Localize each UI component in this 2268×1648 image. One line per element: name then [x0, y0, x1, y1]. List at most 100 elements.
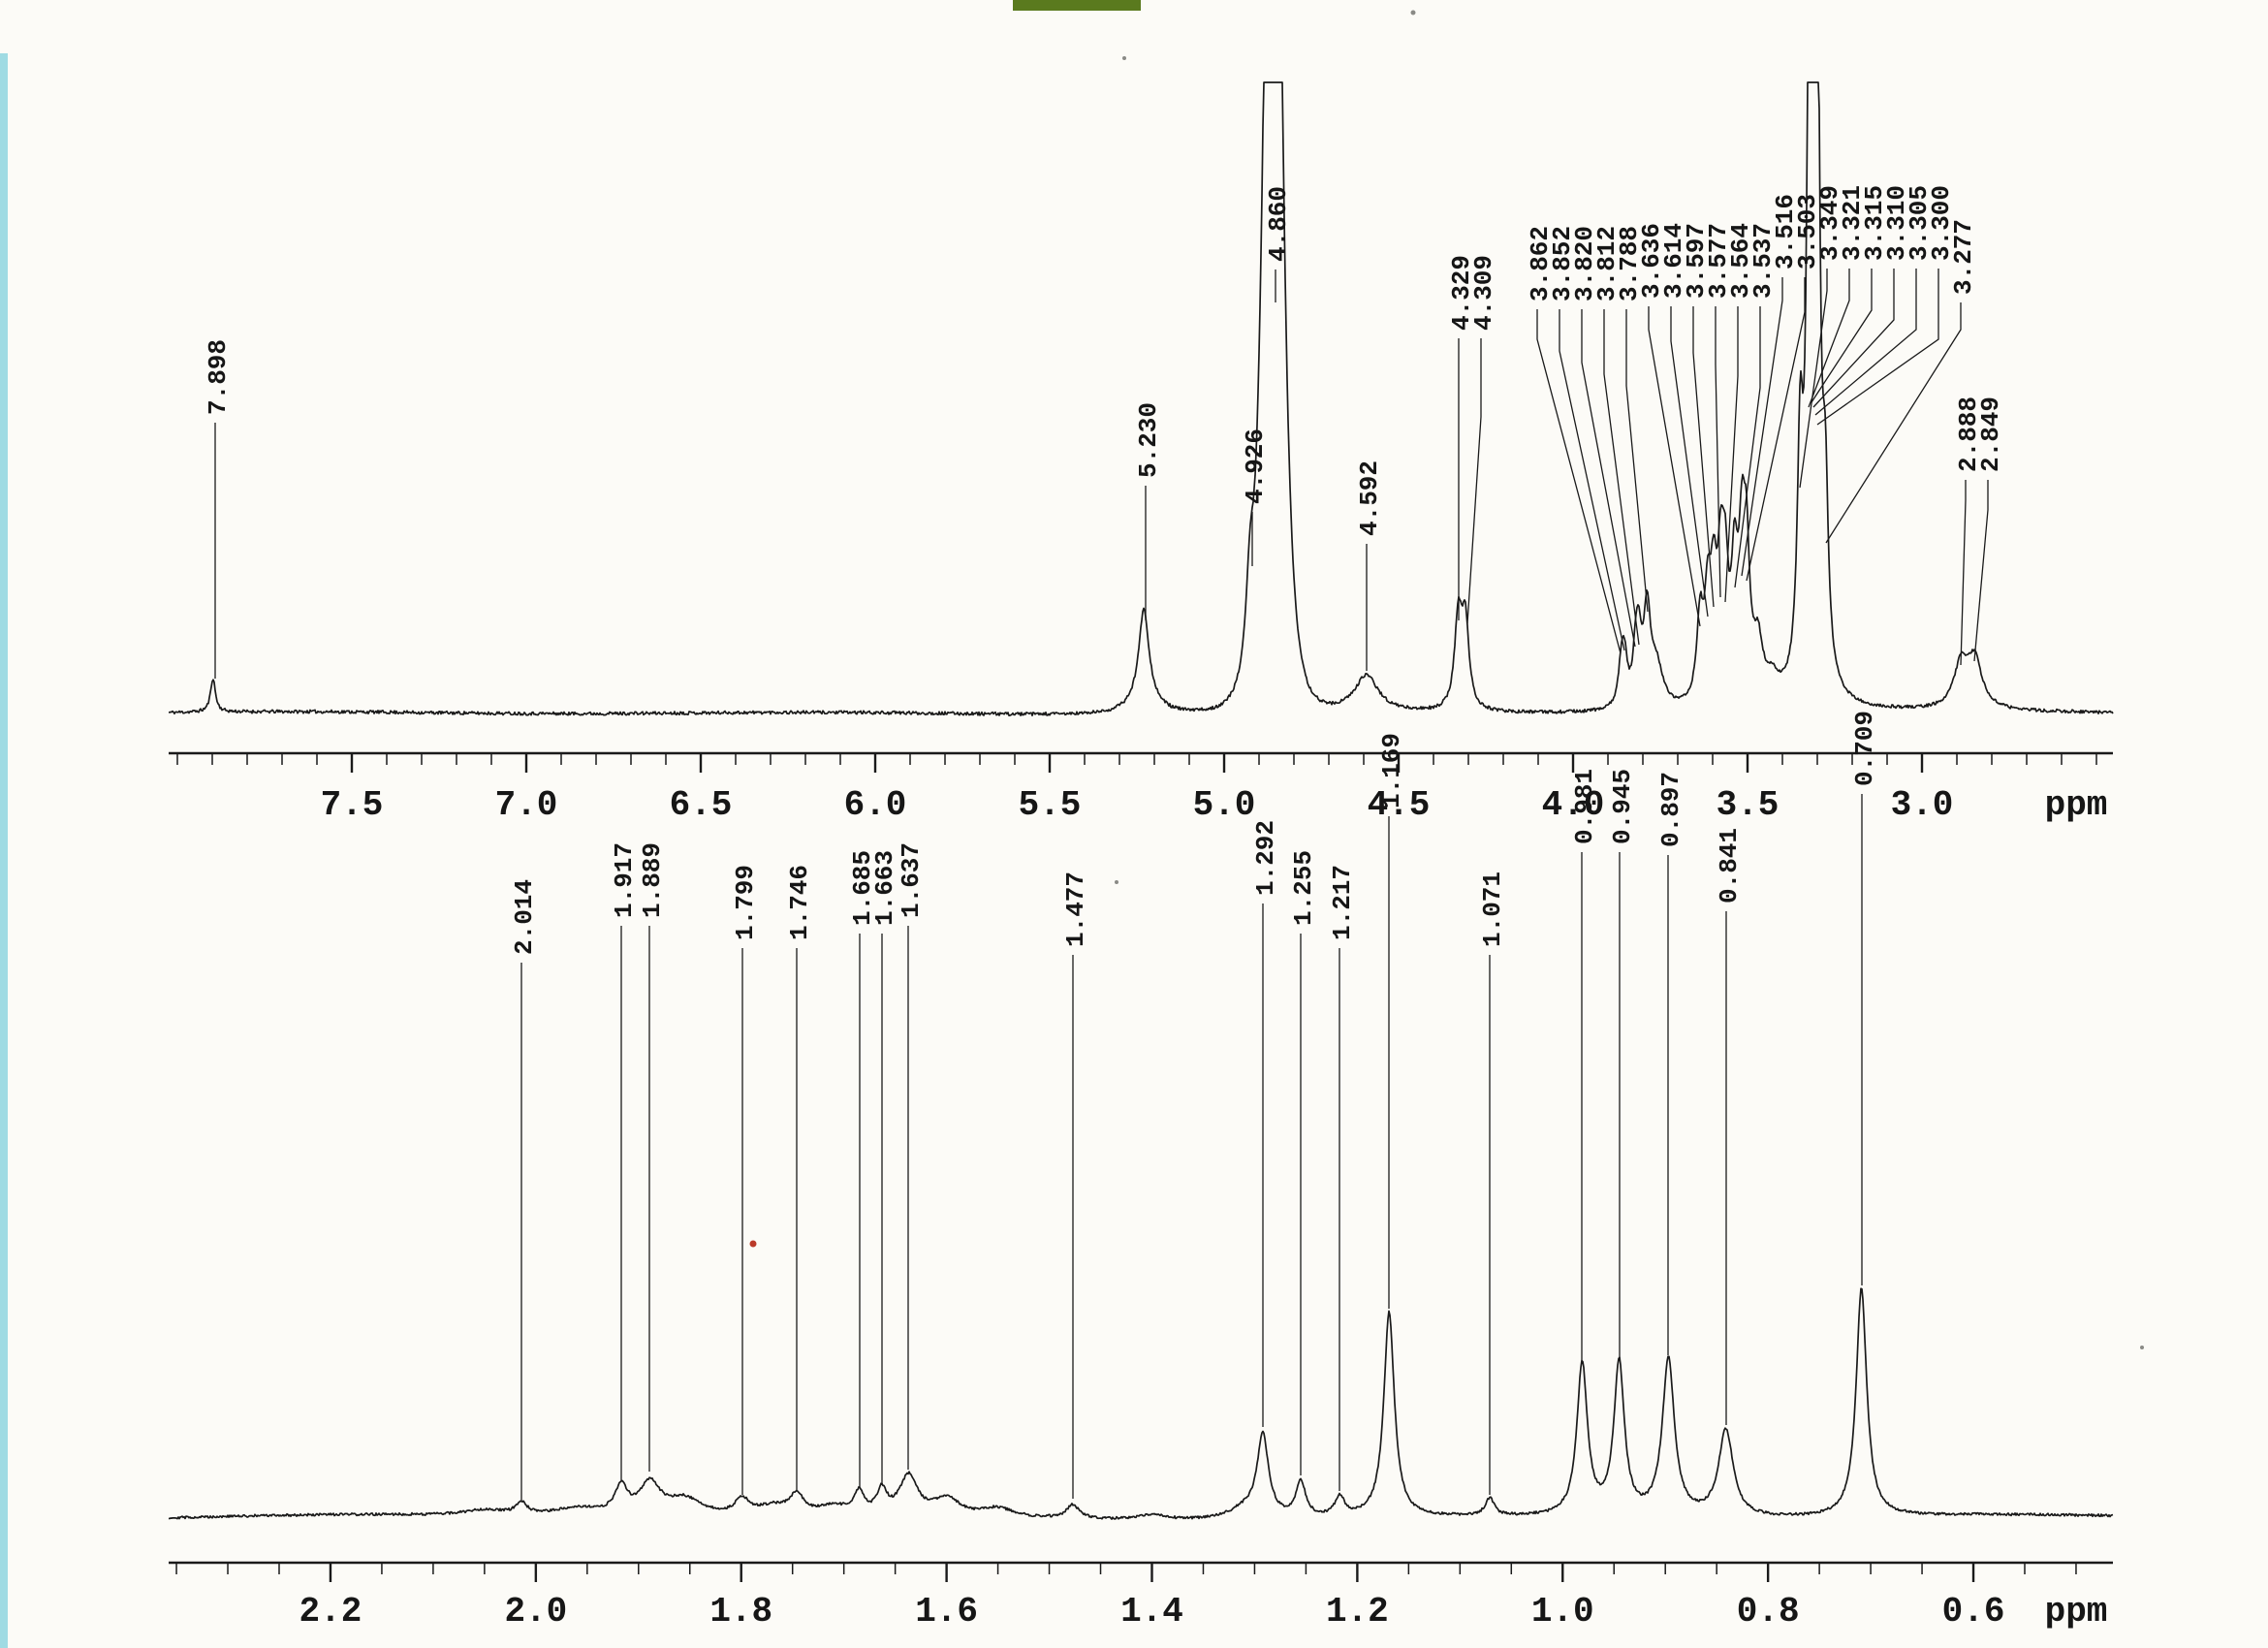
peak-leader-line: [1814, 269, 1917, 416]
axis-tick-label: 1.8: [709, 1592, 772, 1632]
axis-tick-label: 2.2: [299, 1592, 362, 1632]
peak-leader-line: [1625, 309, 1649, 613]
peak-leader-line: [1536, 309, 1622, 654]
peak-label-text: 3.349: [1815, 185, 1844, 261]
peak-label-text: 1.292: [1251, 820, 1280, 896]
peak-label-text: 3.862: [1526, 226, 1555, 301]
axis-tick-label: 5.0: [1193, 785, 1256, 825]
peak-label-text: 3.597: [1682, 223, 1711, 299]
peak-leader-line: [1603, 309, 1640, 646]
peak-label-text: 3.300: [1927, 185, 1956, 261]
peak-label-text: 3.788: [1615, 226, 1644, 301]
peak-label-text: 0.841: [1715, 828, 1744, 903]
axis-tick-label: 3.0: [1891, 785, 1954, 825]
peak-label-text: 1.746: [785, 865, 814, 940]
axis-tick-label: 4.0: [1542, 785, 1605, 825]
axis-tick-label: 7.0: [495, 785, 558, 825]
peak-label-text: 1.917: [610, 842, 639, 918]
peak-leader-line: [1973, 480, 1989, 662]
peak-label-text: 1.169: [1377, 733, 1406, 808]
peak-leader-line: [1746, 277, 1806, 582]
peak-label-text: 3.812: [1592, 226, 1622, 301]
peak-label-text: 4.309: [1469, 255, 1498, 331]
scan-red-speck: [749, 1240, 757, 1248]
peak-label-text: 3.305: [1905, 185, 1934, 261]
scan-top-band: [1013, 0, 1141, 11]
axis-tick-label: 1.2: [1326, 1592, 1389, 1632]
peak-leader-line: [1816, 269, 1939, 426]
peak-label-text: 3.820: [1570, 226, 1599, 301]
peak-label-text: 1.889: [638, 842, 667, 918]
spectrum-panel-lower: 2.2 2.0 1.8 1.6 1.4 1.2 1.0 0.8 0.6 ppm 2.014 1.917…: [168, 711, 2114, 1632]
peak-label-text: 3.277: [1949, 219, 1978, 295]
peak-label-text: 3.564: [1726, 223, 1755, 299]
peak-label-text: 2.888: [1954, 396, 1983, 472]
axis-tick-label: 3.5: [1717, 785, 1780, 825]
peak-leader-line: [1466, 338, 1482, 624]
axis-tick-label: 0.6: [1942, 1592, 2005, 1632]
peak-label-text: 4.329: [1447, 255, 1476, 331]
peak-label-text: 0.981: [1570, 769, 1599, 844]
peak-leader-line: [1692, 306, 1715, 608]
peak-label-text: 0.709: [1850, 711, 1879, 786]
peak-leader-line: [1960, 480, 1967, 666]
axis-tick-label: 6.5: [670, 785, 733, 825]
scan-edge-strip: [0, 53, 8, 1648]
scan-artifacts: [0, 0, 2144, 1648]
peak-labels-lower: 2.014 1.917 1.889 1.799 1.746 1.6851.6631.637…: [510, 711, 1879, 1502]
peak-leader-line: [1812, 269, 1895, 408]
peak-leader-line: [1808, 269, 1850, 408]
peak-leader-line: [1581, 309, 1636, 648]
peak-leader-line: [1825, 302, 1962, 544]
peak-label-text: 1.477: [1061, 872, 1090, 947]
peak-label-text: 1.637: [897, 842, 926, 918]
peak-leader-line: [1811, 269, 1873, 403]
peak-label-text: 3.315: [1860, 185, 1889, 261]
axis-tick-label: 2.0: [504, 1592, 567, 1632]
x-axis-lower: 2.2 2.0 1.8 1.6 1.4 1.2 1.0 0.8 0.6 ppm: [169, 1561, 2113, 1632]
peak-leader-line: [1648, 306, 1701, 627]
peak-label-text: 0.945: [1608, 769, 1637, 844]
peak-leader-line: [1724, 306, 1739, 603]
axis-tick-label: 0.8: [1737, 1592, 1800, 1632]
axis-tick-label: 1.6: [915, 1592, 978, 1632]
peak-label-text: 5.230: [1134, 402, 1163, 478]
axis-tick-label: 4.5: [1368, 785, 1431, 825]
nmr-trace-lower: [168, 1287, 2114, 1520]
peak-label-text: 3.577: [1704, 223, 1733, 299]
peak-label-text: 4.592: [1355, 460, 1384, 536]
axis-tick-label: 6.0: [844, 785, 907, 825]
peak-label-text: 3.310: [1882, 185, 1911, 261]
peak-label-text: 1.255: [1289, 850, 1318, 926]
peak-leader-line: [1670, 306, 1709, 618]
spectrum-panel-upper: 7.5 7.0 6.5 6.0 5.5 5.0 4.5 4.0 3.5 3.0 ppm 7.898 5.…: [169, 81, 2114, 825]
peak-label-text: 3.321: [1838, 185, 1867, 261]
peak-label-text: 4.926: [1241, 428, 1270, 504]
peak-label-text: 3.636: [1637, 223, 1666, 299]
peak-label-text: 2.849: [1976, 396, 2005, 472]
axis-tick-label: 1.4: [1120, 1592, 1183, 1632]
scan-speck: [1122, 56, 1126, 60]
peak-label-text: 3.516: [1771, 194, 1800, 269]
peak-label-text: 3.537: [1748, 223, 1778, 299]
peak-label-text: 4.860: [1264, 186, 1293, 262]
peak-label-text: 7.898: [204, 339, 233, 415]
scan-speck: [1115, 880, 1118, 884]
axis-tick-label: 1.0: [1531, 1592, 1594, 1632]
peak-leader-line: [1715, 306, 1721, 598]
axis-unit-label: ppm: [2045, 1592, 2108, 1632]
scan-speck: [1410, 10, 1416, 16]
peak-leader-line: [1741, 277, 1783, 577]
peak-label-text: 3.614: [1659, 223, 1688, 299]
peak-label-text: 3.503: [1793, 194, 1822, 269]
peak-label-text: 1.071: [1478, 872, 1507, 947]
peak-label-text: 3.852: [1548, 226, 1577, 301]
peak-label-text: 1.685: [848, 850, 877, 926]
peak-label-text: 1.663: [870, 850, 899, 926]
peak-label-text: 1.799: [731, 865, 760, 940]
nmr-trace-upper: [169, 81, 2114, 716]
x-axis-upper: 7.5 7.0 6.5 6.0 5.5 5.0 4.5 4.0 3.5 3.0 ppm: [169, 751, 2113, 825]
